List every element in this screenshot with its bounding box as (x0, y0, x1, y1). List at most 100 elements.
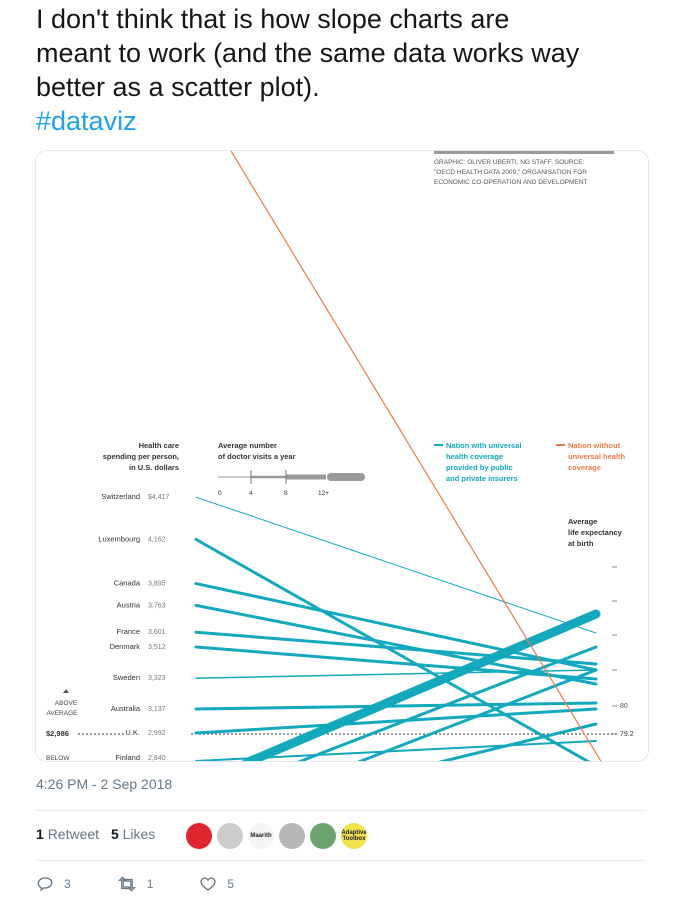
spending-value-denmark: 3,512 (148, 644, 166, 651)
spending-value-u-k-: 2,992 (148, 730, 166, 737)
country-name-switzerland: Switzerland (101, 492, 140, 501)
visits-tick-8: 8 (284, 490, 288, 497)
life-title-3: at birth (568, 539, 594, 548)
retweet-action-count: 1 (146, 877, 154, 891)
country-name-sweden: Sweden (113, 673, 140, 682)
avatar[interactable] (186, 823, 212, 849)
spending-value-luxembourg: 4,162 (148, 536, 166, 543)
country-name-u-k-: U.K. (125, 728, 140, 737)
visits-tick-12: 12+ (318, 490, 329, 497)
likes-count-link[interactable]: 5 Likes (111, 826, 155, 842)
spending-value-australia: 3,137 (148, 706, 166, 713)
spending-title-3: in U.S. dollars (129, 463, 179, 472)
slope-line-united-states (230, 151, 602, 761)
country-name-finland: Finland (115, 753, 140, 761)
tweet-text-line: meant to work (and the same data works w… (36, 38, 580, 68)
slope-line-below (297, 645, 598, 761)
likes-label: Likes (122, 826, 156, 842)
country-name-canada: Canada (114, 579, 141, 588)
slope-line-u-k- (194, 707, 598, 735)
spending-title-1: Health care (139, 441, 179, 450)
avatar[interactable] (279, 823, 305, 849)
retweet-count-link[interactable]: 1 Retweet (36, 826, 99, 842)
life-title-1: Average (568, 517, 597, 526)
spending-title-2: spending per person, (103, 452, 179, 461)
retweet-count: 1 (36, 826, 44, 842)
reply-button[interactable]: 3 (36, 875, 71, 893)
visits-tick-0: 0 (218, 490, 222, 497)
right-axis-ticks (612, 566, 617, 735)
like-button[interactable]: 5 (199, 875, 234, 893)
slope-line-below-thick (241, 609, 601, 761)
country-name-austria: Austria (117, 600, 141, 609)
like-action-count: 5 (227, 877, 235, 891)
spending-value-finland: 2,840 (148, 755, 166, 761)
slope-line-australia (194, 701, 598, 711)
slope-line-canada (194, 582, 598, 672)
tweet-text-line: I don't think that is how slope charts a… (36, 4, 510, 34)
source-line-2: "OECD HEALTH DATA 2009," ORGANISATION FO… (434, 169, 587, 176)
retweet-icon (117, 876, 136, 892)
slope-line-france (194, 630, 598, 666)
tweet-text-line: better as a scatter plot). (36, 72, 320, 102)
divider (36, 810, 646, 811)
reply-icon (37, 877, 53, 892)
legend-nonuniversal-2: universal health (568, 452, 626, 461)
slope-line-switzerland (195, 496, 597, 634)
right-tick-80: 80 (620, 703, 628, 710)
tweet-timestamp[interactable]: 4:26 PM - 2 Sep 2018 (36, 776, 173, 792)
country-name-luxembourg: Luxembourg (98, 534, 140, 543)
above-label-1: ABOVE (55, 700, 78, 707)
slope-chart: GRAPHIC: OLIVER UBERTI, NG STAFF. SOURCE… (46, 151, 634, 761)
liker-avatars: Maarith Adaptive Toolbox (186, 823, 372, 849)
country-name-france: France (117, 627, 140, 636)
heart-icon (200, 877, 216, 891)
legend-universal-1: Nation with universal (446, 441, 521, 450)
country-name-denmark: Denmark (110, 642, 141, 651)
above-label-2: AVERAGE (47, 710, 79, 717)
country-labels: Switzerland $4,417 Luxembourg 4,162 Canada 3,… (98, 492, 169, 761)
tweet-text: I don't think that is how slope charts a… (36, 2, 656, 138)
average-label: $2,986 (46, 729, 69, 738)
avatar[interactable]: Adaptive Toolbox (341, 823, 367, 849)
source-line-1: GRAPHIC: OLIVER UBERTI, NG STAFF. SOURCE… (434, 159, 585, 166)
legend-universal-4: and private insurers (446, 474, 518, 483)
slope-line-austria (194, 603, 598, 686)
divider (36, 860, 646, 861)
hashtag-link[interactable]: #dataviz (36, 106, 137, 136)
likes-count: 5 (110, 826, 119, 842)
spending-value-canada: 3,895 (148, 581, 166, 588)
life-title-2: life expectancy (568, 528, 623, 537)
slope-line-luxembourg (194, 537, 591, 761)
visits-title-2: of doctor visits a year (218, 452, 296, 461)
retweet-label: Retweet (47, 826, 100, 842)
below-label: BELOW (46, 755, 70, 761)
avatar[interactable] (217, 823, 243, 849)
avatar[interactable] (310, 823, 336, 849)
legend-nonuniversal-3: coverage (568, 463, 601, 472)
tweet-media-image[interactable]: GRAPHIC: OLIVER UBERTI, NG STAFF. SOURCE… (35, 150, 649, 762)
legend-universal-3: provided by public (446, 463, 513, 472)
cropped-text-fragment (434, 151, 614, 154)
slope-line-finland (195, 740, 597, 761)
above-average-arrow-icon (63, 689, 69, 693)
legend-universal-2: health coverage (446, 452, 503, 461)
spending-value-sweden: 3,323 (148, 675, 166, 682)
spending-value-france: 3,601 (148, 629, 166, 636)
source-line-3: ECONOMIC CO-OPERATION AND DEVELOPMENT (434, 179, 587, 186)
tweet-stats: 1 Retweet 5 Likes (36, 826, 163, 842)
avatar[interactable]: Maarith (248, 823, 274, 849)
visits-tick-4: 4 (249, 490, 253, 497)
right-tick-79-2: 79.2 (620, 731, 634, 738)
slope-lines (194, 151, 602, 761)
reply-count: 3 (64, 877, 71, 891)
spending-value-switzerland: $4,417 (148, 494, 170, 501)
visits-title-1: Average number (218, 441, 277, 450)
retweet-button[interactable]: 1 (117, 875, 154, 893)
tweet-actions: 3 1 5 (36, 875, 280, 893)
spending-value-austria: 3,763 (148, 602, 166, 609)
slope-line-below (437, 722, 598, 761)
country-name-australia: Australia (111, 704, 141, 713)
legend-nonuniversal-1: Nation without (568, 441, 621, 450)
slope-line-below (357, 668, 598, 761)
